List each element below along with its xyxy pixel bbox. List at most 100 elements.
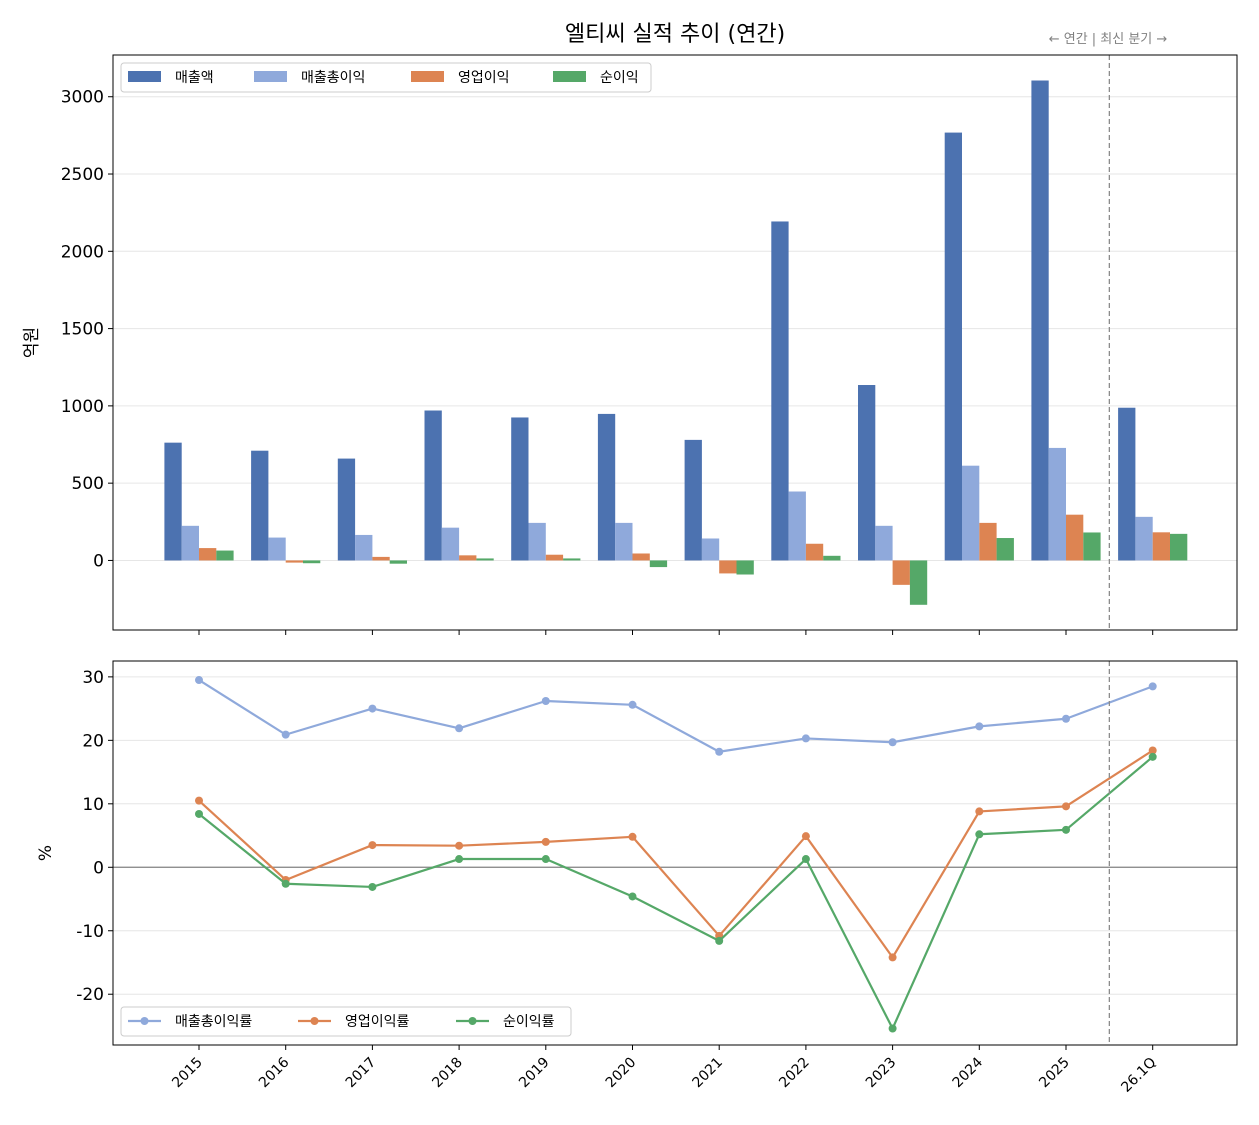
bar-1-2016 [268, 537, 286, 561]
y-axis-label: 억원 [22, 327, 42, 358]
point-0-2023 [888, 738, 897, 747]
y-tick-label: -10 [76, 922, 104, 942]
legend-swatch [411, 71, 444, 82]
bar-1-2025 [1048, 447, 1066, 561]
x-tick-label: 2024 [950, 1054, 987, 1091]
bar-3-2017 [389, 560, 407, 564]
x-tick-label: 2015 [169, 1055, 206, 1092]
plot-frame [112, 660, 1238, 1046]
point-1-2025 [1062, 802, 1070, 811]
bar-3-2018 [476, 558, 494, 561]
point-2-2015 [195, 809, 203, 818]
bar-0-2018 [424, 410, 442, 561]
point-0-26.1Q [1148, 682, 1157, 691]
point-1-2019 [541, 837, 550, 846]
bar-3-26.1Q [1170, 533, 1188, 561]
series-line-2 [198, 755, 1154, 1030]
legend-label: 순이익 [600, 70, 639, 86]
x-tick-label: 2017 [343, 1055, 380, 1092]
bar-2-2022 [805, 543, 824, 561]
point-1-2017 [368, 841, 377, 850]
plot-frame [112, 54, 1238, 631]
point-0-2019 [541, 696, 550, 705]
y-tick-label: 1500 [61, 320, 104, 340]
y-tick-label: 0 [93, 551, 104, 571]
financials-bar-chart: 0 500 1000 1500 2000 2500 3000 억원 매출액 매출총이익 영업이익 순이… [22, 54, 1238, 635]
bar-0-2017 [337, 458, 356, 561]
bar-0-2021 [684, 439, 702, 561]
bar-2-2019 [545, 554, 564, 561]
bar-0-2022 [771, 221, 789, 561]
point-0-2020 [628, 700, 637, 709]
bar-0-2015 [164, 442, 182, 561]
bar-2-2025 [1066, 514, 1084, 561]
y-tick-label: 20 [82, 731, 104, 751]
bar-2-2015 [199, 548, 217, 561]
point-2-2022 [801, 855, 810, 864]
legend: 매출액 매출총이익 영업이익 순이익 [120, 62, 652, 93]
point-0-2021 [715, 747, 724, 756]
bar-2-26.1Q [1152, 532, 1170, 561]
bar-3-2015 [216, 550, 234, 561]
legend-swatch [553, 71, 586, 82]
point-2-2019 [541, 855, 550, 864]
point-0-2018 [455, 724, 464, 733]
y-tick-label: 0 [93, 858, 104, 878]
bar-0-2024 [944, 132, 962, 561]
legend-swatch [128, 71, 161, 82]
legend-label: 영업이익 [458, 70, 510, 86]
point-2-2021 [715, 936, 724, 945]
y-tick-label: 2000 [61, 242, 104, 262]
point-2-2018 [455, 855, 464, 864]
bar-2-2020 [632, 553, 650, 561]
y-tick-label: 30 [82, 668, 104, 688]
series-line-1 [198, 749, 1154, 959]
point-1-2020 [628, 832, 637, 841]
bar-3-2022 [823, 555, 841, 561]
point-1-2023 [888, 953, 897, 962]
bar-1-2017 [355, 534, 373, 561]
point-2-2016 [281, 879, 290, 888]
point-2-2024 [975, 830, 984, 839]
bar-0-2020 [597, 413, 616, 561]
x-tick-label: 2019 [516, 1055, 553, 1092]
bar-0-2023 [858, 385, 876, 561]
point-1-2024 [975, 807, 984, 816]
x-tick-label: 2025 [1036, 1055, 1073, 1092]
legend-marker [140, 1017, 149, 1025]
legend-box [120, 1006, 572, 1037]
y-tick-label: 2500 [61, 165, 104, 185]
bar-1-2018 [441, 527, 460, 561]
bar-0-2025 [1031, 80, 1049, 561]
point-2-2017 [368, 882, 377, 891]
x-tick-label: 2016 [256, 1054, 293, 1091]
bar-2-2016 [285, 560, 303, 563]
bar-0-26.1Q [1118, 407, 1136, 561]
x-tick-label: 2020 [603, 1055, 640, 1092]
legend-label: 매출총이익 [301, 70, 365, 86]
bar-3-2016 [303, 560, 321, 564]
series-line-0 [198, 679, 1154, 753]
point-2-2020 [628, 892, 637, 901]
y-tick-label: 1000 [61, 397, 104, 417]
bar-1-26.1Q [1135, 516, 1153, 561]
margin-line-chart: 30 20 10 0 -10 -20 2015 2016 2017 2018 2019 2020 202… [36, 660, 1238, 1096]
point-2-2023 [888, 1024, 897, 1033]
y-tick-label: 500 [72, 474, 104, 494]
point-0-2015 [195, 676, 203, 685]
bar-2-2023 [892, 560, 910, 585]
bar-3-2021 [736, 560, 754, 575]
x-tick-label: 2018 [429, 1055, 466, 1092]
legend-box [120, 62, 652, 93]
point-0-2022 [801, 734, 810, 743]
y-axis-label: % [36, 845, 56, 861]
legend: 매출총이익률 영업이익률 순이익률 [120, 1006, 572, 1037]
point-0-2016 [281, 730, 290, 739]
bar-0-2016 [251, 450, 269, 561]
legend-label: 매출액 [175, 70, 214, 86]
bar-3-2019 [563, 558, 581, 561]
bar-1-2020 [615, 522, 633, 561]
point-2-2025 [1062, 825, 1070, 834]
x-tick-label: 26.1Q [1118, 1055, 1159, 1096]
